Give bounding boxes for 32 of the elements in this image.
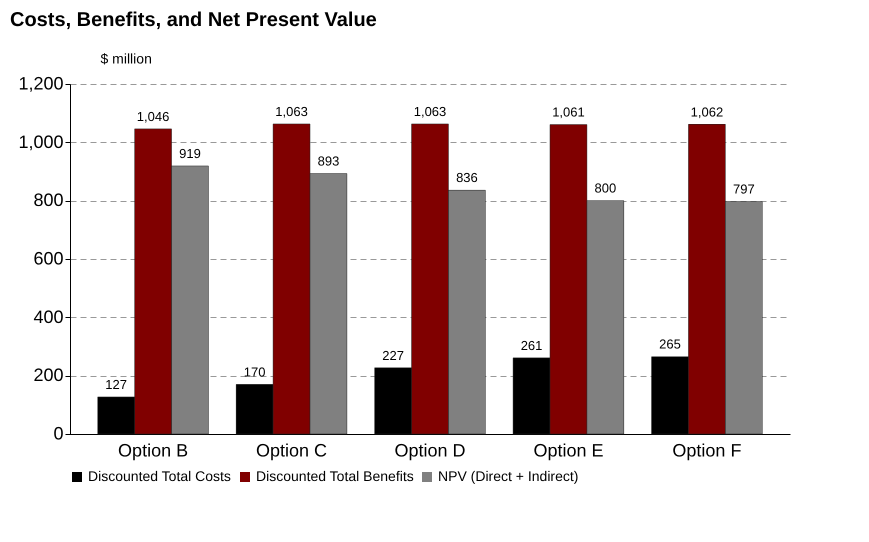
data-label: 893 [318,154,340,169]
y-tick-label: 200 [33,365,64,386]
y-tick-label: 400 [33,306,64,327]
data-label: 170 [244,364,266,380]
x-tick-label: Option C [256,440,328,460]
legend-label: NPV (Direct + Indirect) [438,468,578,484]
y-tick-label: 1,200 [18,74,64,94]
data-label: 227 [382,348,404,363]
data-label: 1,063 [275,104,308,119]
data-label: 1,046 [136,108,170,124]
data-label: 1,062 [690,104,724,120]
y-axis-title: $ million [100,50,152,66]
data-label: 1,061 [552,104,585,120]
chart-title: Costs, Benefits, and Net Present Value [10,9,377,31]
x-tick-label: Option E [533,440,604,460]
data-label: 265 [659,336,681,352]
legend-label: Discounted Total Benefits [256,468,414,484]
data-label: 800 [594,180,616,196]
data-label: 797 [732,182,755,197]
y-tick-label: 1,000 [18,132,64,152]
data-label: 127 [105,376,128,392]
x-tick-label: Option B [118,440,188,460]
y-tick-label: 0 [53,424,64,444]
data-label: 1,063 [414,104,446,119]
data-label: 919 [179,146,201,161]
data-label: 836 [456,170,478,186]
y-tick-label: 600 [33,248,64,268]
x-tick-label: Option D [394,440,466,460]
legend-label: Discounted Total Costs [88,468,231,484]
y-tick-label: 800 [33,190,64,210]
x-tick-label: Option F [672,440,742,460]
data-label: 261 [520,338,542,353]
